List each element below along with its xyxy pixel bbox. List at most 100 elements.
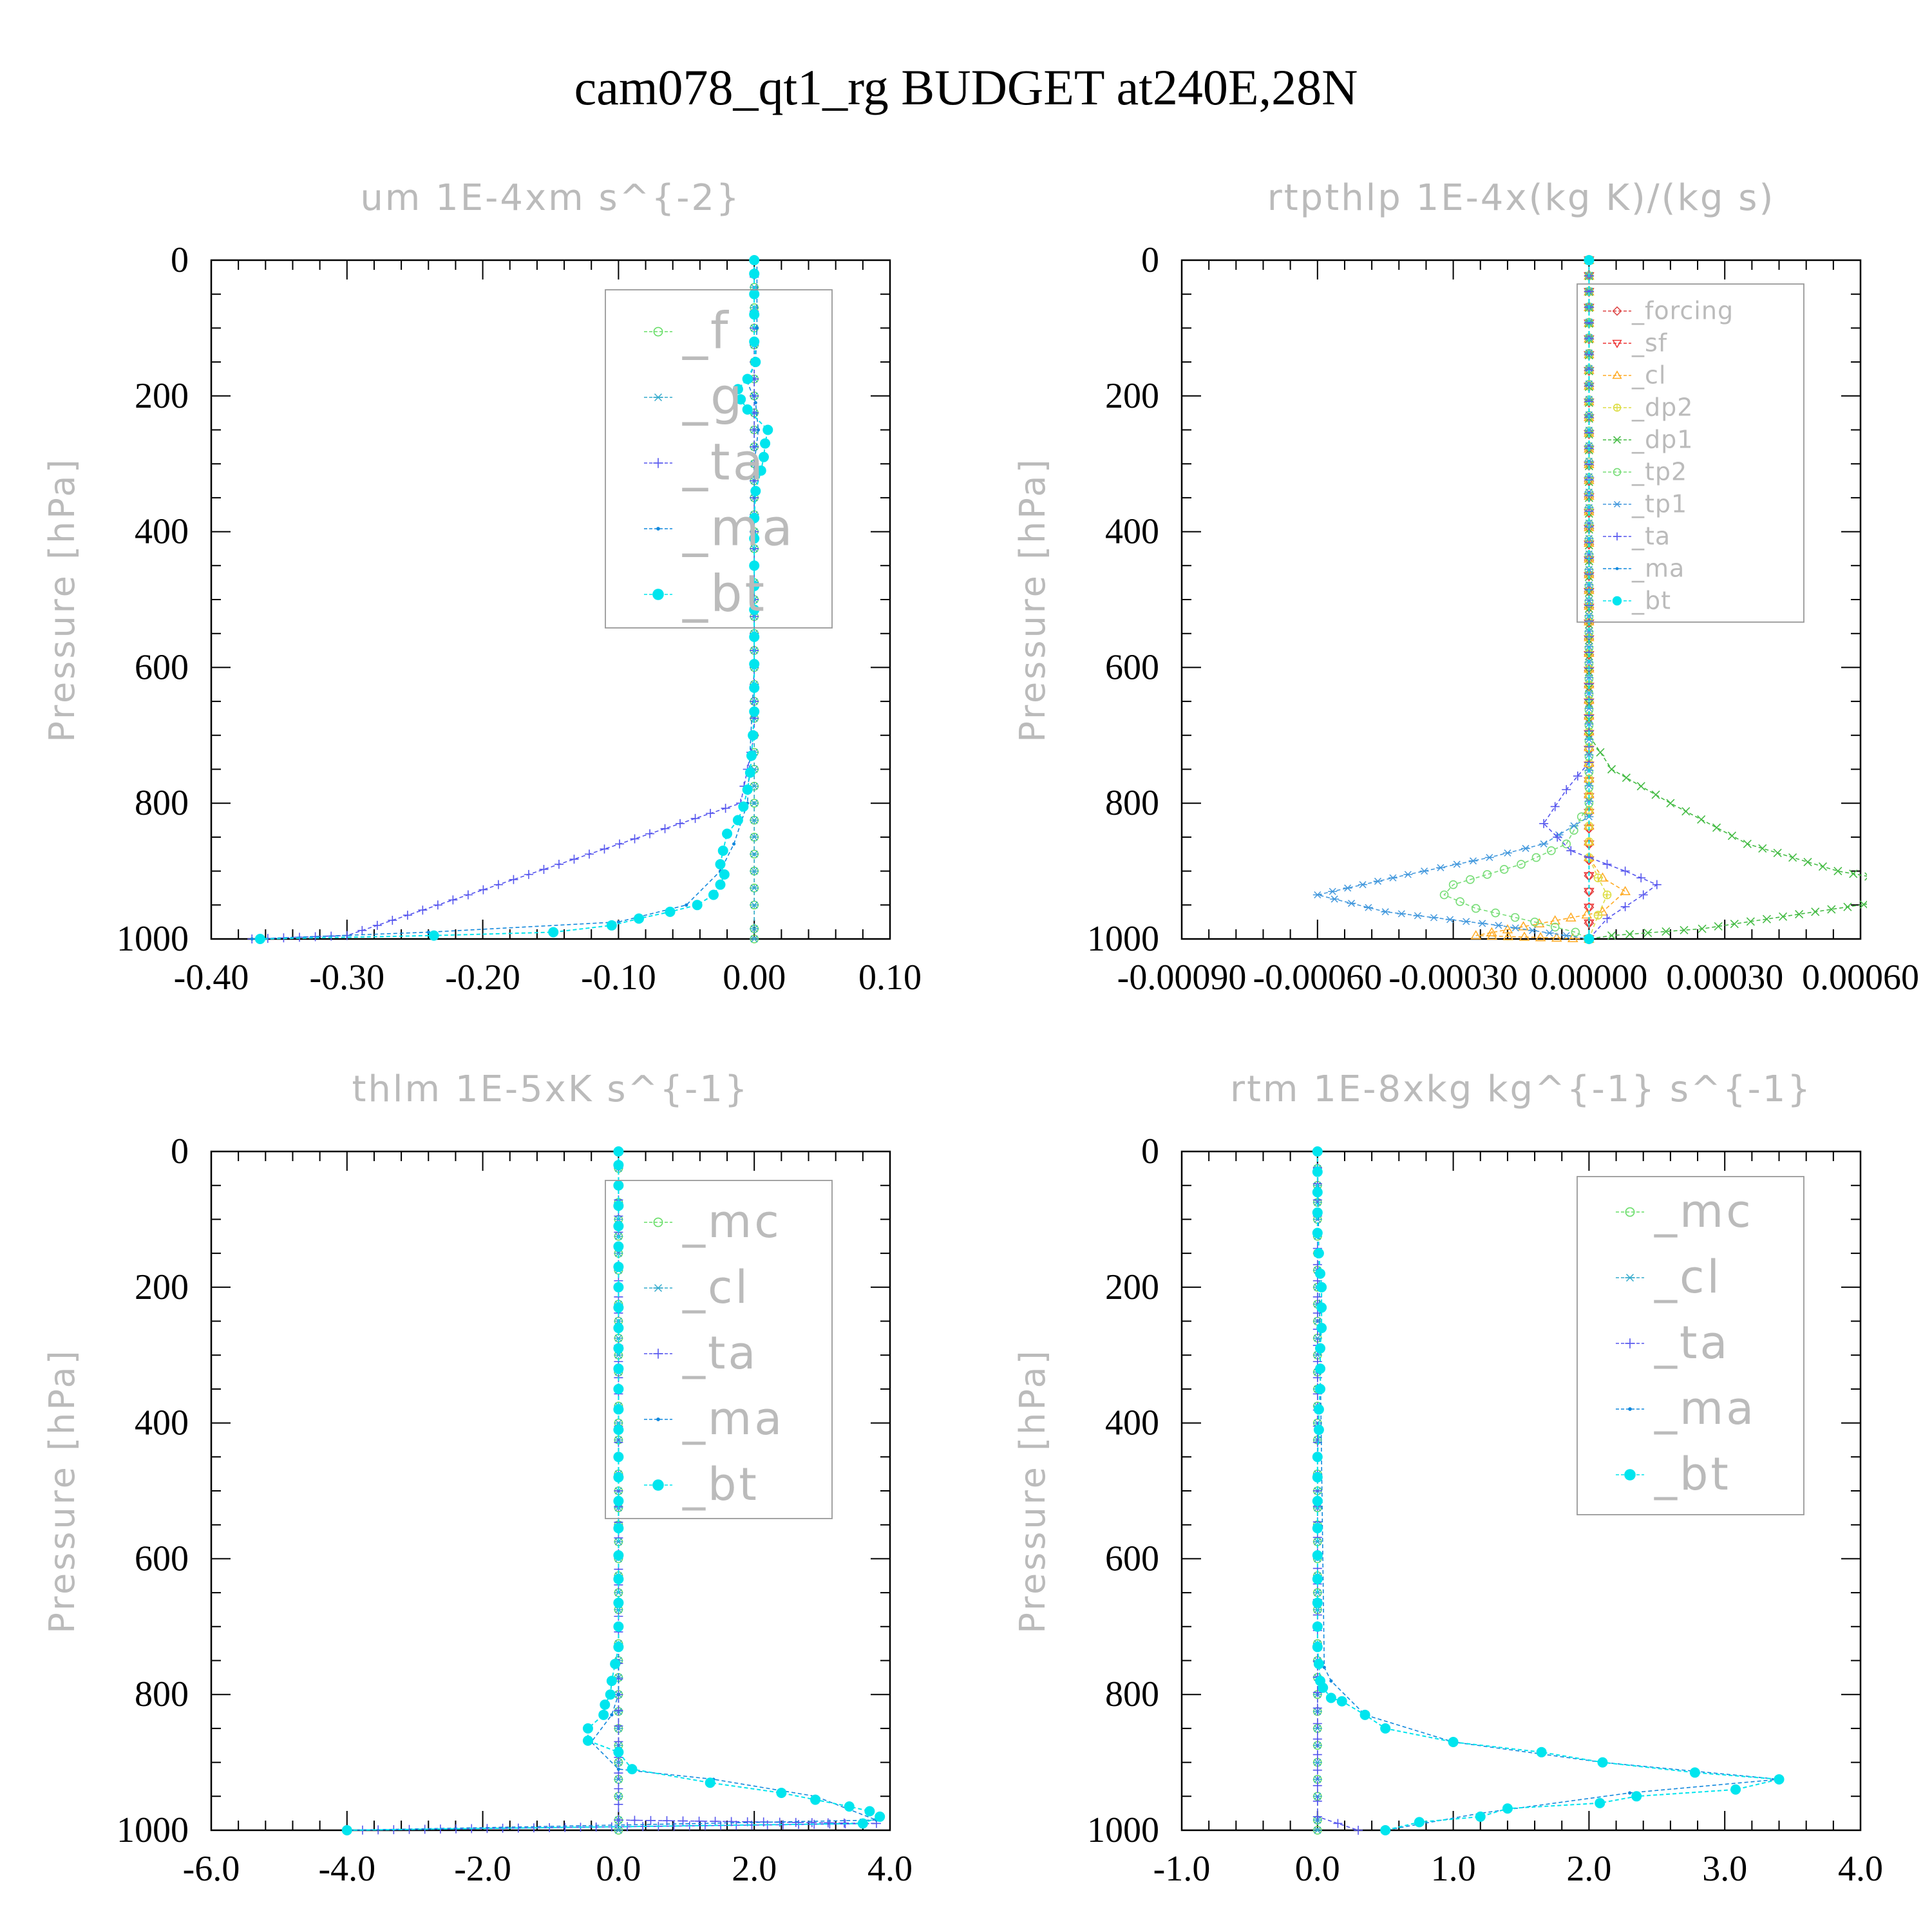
data-point [1403, 871, 1413, 878]
data-point [1461, 918, 1471, 925]
legend-entry: _ta [1603, 522, 1670, 551]
data-point [1312, 1642, 1323, 1653]
legend-marker [1615, 567, 1619, 571]
data-point [735, 394, 746, 405]
data-point [660, 824, 670, 833]
legend-entry: _bt [1603, 587, 1671, 615]
y-tick-label: 600 [135, 1539, 189, 1578]
data-point [1562, 932, 1571, 940]
data-point [1519, 931, 1530, 941]
data-point [1429, 914, 1439, 922]
series-bt [1312, 1146, 1785, 1835]
data-point [569, 855, 579, 864]
legend-entry: _f [644, 303, 728, 361]
data-point [1358, 881, 1368, 889]
data-point [1312, 1781, 1322, 1790]
data-point [1638, 890, 1648, 900]
legend-marker [1613, 403, 1622, 412]
data-point [1313, 1404, 1324, 1415]
legend-label: _mc [682, 1195, 782, 1248]
x-tick-label: 0.00030 [1666, 958, 1783, 998]
data-point [1313, 1658, 1324, 1669]
data-point [1544, 929, 1554, 937]
y-tick-label: 800 [135, 1674, 189, 1714]
data-point [1312, 1550, 1323, 1561]
data-point [1880, 875, 1888, 883]
data-point [742, 784, 753, 795]
data-point [678, 1816, 688, 1826]
data-point [1547, 846, 1556, 855]
data-point [1584, 751, 1594, 759]
data-point [749, 255, 760, 265]
data-point [1499, 865, 1509, 874]
data-point [1336, 1696, 1347, 1707]
data-point [1316, 1302, 1327, 1313]
data-point [690, 813, 700, 823]
series-ma [345, 1150, 878, 1832]
data-point [1315, 1363, 1326, 1374]
y-axis-label: Pressure [hPa] [1012, 1348, 1053, 1633]
data-point [1876, 898, 1884, 906]
data-area [1312, 254, 1888, 945]
data-point [1662, 927, 1671, 936]
data-point [742, 374, 753, 384]
data-point [1531, 853, 1541, 862]
legend-entry: _cl [644, 1261, 748, 1314]
data-point [750, 925, 759, 933]
legend-marker [652, 589, 664, 600]
y-tick-label: 600 [1105, 1539, 1159, 1578]
legend-label: _ta [682, 1327, 758, 1379]
data-point [1502, 849, 1512, 857]
data-point [750, 935, 759, 943]
data-point [613, 1363, 624, 1374]
legend: _mc _cl _ta _ma _bt [605, 1180, 833, 1519]
data-point [1448, 880, 1458, 889]
y-axis-label: Pressure [hPa] [1012, 457, 1053, 742]
data-point [749, 533, 760, 544]
data-point [372, 920, 382, 930]
data-point [646, 1815, 656, 1825]
data-point [613, 1574, 624, 1585]
x-tick-label: 0.00060 [1802, 958, 1919, 998]
data-point [1312, 1750, 1322, 1759]
data-point [509, 875, 518, 884]
data-point [1455, 897, 1464, 906]
data-point [1827, 905, 1836, 914]
data-point [613, 1383, 624, 1394]
data-point [732, 815, 743, 826]
data-point [760, 438, 771, 449]
y-tick-label: 400 [1105, 512, 1159, 552]
data-point [758, 451, 769, 462]
data-point [1329, 1679, 1333, 1683]
x-tick-label: 3.0 [1702, 1849, 1747, 1889]
data-point [1593, 911, 1603, 920]
data-point [762, 424, 773, 435]
legend-label: _ma [1654, 1382, 1756, 1435]
data-point [1486, 930, 1498, 940]
y-tick-label: 600 [135, 647, 189, 687]
data-area [1312, 1146, 1785, 1835]
data-point [1413, 912, 1423, 920]
data-point [1397, 910, 1406, 918]
data-point [1743, 839, 1752, 849]
data-point [582, 1723, 593, 1734]
data-point [1803, 857, 1812, 867]
data-point [1312, 1292, 1322, 1302]
data-point [1584, 255, 1595, 265]
series-line [252, 260, 755, 940]
data-point [341, 1825, 352, 1835]
data-point [708, 889, 719, 900]
data-point [613, 1160, 624, 1171]
series-line [252, 260, 759, 940]
plot-frame [1180, 1150, 1862, 1832]
data-point [1312, 1472, 1323, 1482]
data-point [1584, 799, 1594, 808]
legend-entry: _cl [1616, 1251, 1719, 1303]
data-point [610, 1658, 621, 1669]
data-point [613, 1146, 624, 1157]
data-point [1859, 900, 1867, 909]
x-tick-label: 4.0 [867, 1849, 913, 1889]
x-tick-label: 4.0 [1838, 1849, 1883, 1889]
series-line [346, 1151, 877, 1831]
y-tick-label: 200 [1105, 1267, 1159, 1307]
